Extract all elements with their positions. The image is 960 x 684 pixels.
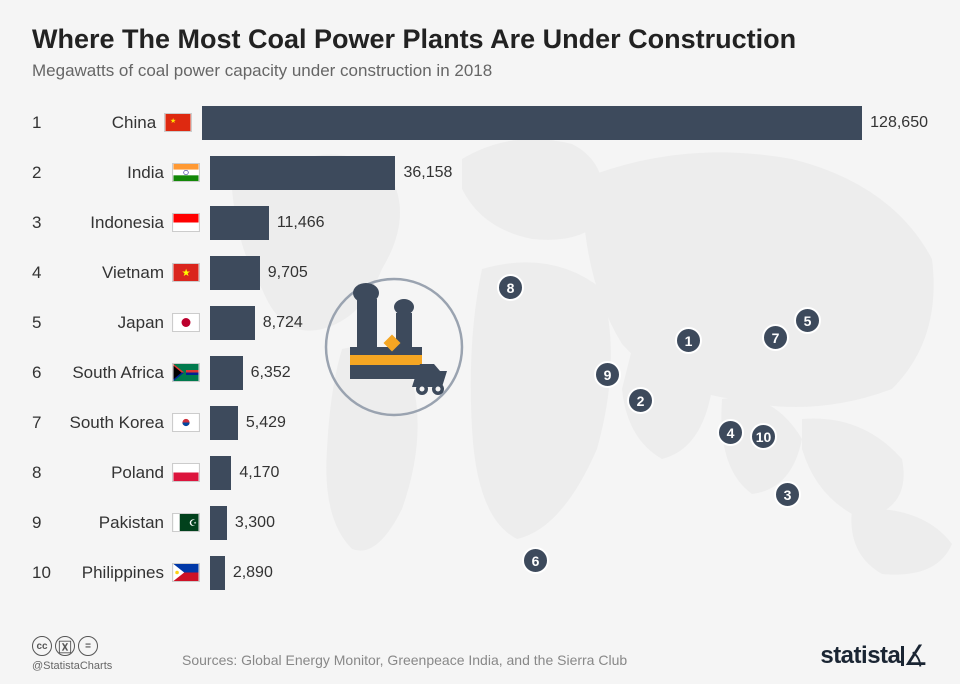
bar-wrap: 5,429 — [210, 406, 928, 440]
twitter-handle: @StatistaCharts — [32, 660, 112, 672]
map-marker: 9 — [594, 361, 621, 388]
flag-icon — [172, 313, 200, 332]
bar — [210, 206, 269, 240]
rank-number: 6 — [32, 363, 60, 383]
rank-number: 4 — [32, 263, 60, 283]
map-marker: 2 — [627, 387, 654, 414]
rank-number: 9 — [32, 513, 60, 533]
bar-row: 2 India 36,158 — [32, 149, 928, 196]
bar-value: 2,890 — [233, 564, 273, 582]
rank-number: 1 — [32, 113, 58, 133]
rank-number: 8 — [32, 463, 60, 483]
country-label: Japan — [60, 313, 172, 333]
flag-icon — [172, 363, 200, 382]
bar-row: 10 Philippines 2,890 — [32, 549, 928, 596]
bar-row: 3 Indonesia 11,466 — [32, 199, 928, 246]
bar-value: 128,650 — [870, 114, 928, 132]
chart-title: Where The Most Coal Power Plants Are Und… — [32, 24, 928, 55]
bar-wrap: 6,352 — [210, 356, 928, 390]
flag-icon: ★ — [172, 263, 200, 282]
bar-value: 11,466 — [277, 214, 325, 232]
rank-number: 7 — [32, 413, 60, 433]
bar — [210, 406, 238, 440]
bar-value: 4,170 — [239, 464, 279, 482]
map-marker: 8 — [497, 274, 524, 301]
bar — [210, 306, 255, 340]
map-marker: 4 — [717, 419, 744, 446]
country-label: South Africa — [60, 363, 172, 383]
map-marker: 1 — [675, 327, 702, 354]
cc-icon: cc — [32, 636, 52, 656]
bar-row: 6 South Africa 6,352 — [32, 349, 928, 396]
rank-number: 3 — [32, 213, 60, 233]
bar-value: 5,429 — [246, 414, 286, 432]
bar-value: 6,352 — [251, 364, 291, 382]
cc-license-icons: cc 🅇 = — [32, 636, 112, 656]
rank-number: 5 — [32, 313, 60, 333]
bar-row: 1 China ★ 128,650 — [32, 99, 928, 146]
map-marker: 6 — [522, 547, 549, 574]
sources-text: Sources: Global Energy Monitor, Greenpea… — [182, 652, 627, 668]
flag-icon — [172, 163, 200, 182]
bar-wrap: 36,158 — [210, 156, 928, 190]
bar-wrap: 4,170 — [210, 456, 928, 490]
flag-icon: ★ — [164, 113, 192, 132]
rank-number: 10 — [32, 563, 60, 583]
bar — [210, 356, 243, 390]
bar — [210, 556, 225, 590]
bar — [210, 156, 395, 190]
bar-wrap: 11,466 — [210, 206, 928, 240]
country-label: China — [58, 113, 164, 133]
map-marker: 7 — [762, 324, 789, 351]
bar-row: 7 South Korea 5,429 — [32, 399, 928, 446]
bar-wrap: 128,650 — [202, 106, 928, 140]
bar — [210, 256, 260, 290]
bar-value: 3,300 — [235, 514, 275, 532]
bar — [210, 506, 227, 540]
bar-row: 4 Vietnam ★ 9,705 — [32, 249, 928, 296]
chart-subtitle: Megawatts of coal power capacity under c… — [32, 61, 928, 81]
flag-icon — [172, 463, 200, 482]
country-label: Philippines — [60, 563, 172, 583]
flag-icon: ☪ — [172, 513, 200, 532]
map-marker: 3 — [774, 481, 801, 508]
svg-text:☪: ☪ — [189, 518, 197, 528]
map-marker: 10 — [750, 423, 777, 450]
bar-wrap: 9,705 — [210, 256, 928, 290]
bar-value: 8,724 — [263, 314, 303, 332]
bar-wrap: 3,300 — [210, 506, 928, 540]
chart-area: 1 China ★ 128,650 2 India 36,158 3 Indon… — [32, 99, 928, 599]
country-label: Poland — [60, 463, 172, 483]
svg-text:★: ★ — [182, 268, 191, 279]
svg-text:★: ★ — [170, 117, 176, 125]
bar-value: 9,705 — [268, 264, 308, 282]
footer: cc 🅇 = @StatistaCharts Sources: Global E… — [32, 636, 928, 672]
bar — [210, 456, 231, 490]
cc-by-icon: 🅇 — [55, 636, 75, 656]
map-marker: 5 — [794, 307, 821, 334]
bar — [202, 106, 862, 140]
cc-nd-icon: = — [78, 636, 98, 656]
country-label: Pakistan — [60, 513, 172, 533]
flag-icon — [172, 413, 200, 432]
bar-value: 36,158 — [403, 164, 452, 182]
flag-icon — [172, 213, 200, 232]
bar-rows: 1 China ★ 128,650 2 India 36,158 3 Indon… — [32, 99, 928, 596]
rank-number: 2 — [32, 163, 60, 183]
country-label: Indonesia — [60, 213, 172, 233]
statista-logo: statista∡ — [820, 639, 928, 672]
country-label: Vietnam — [60, 263, 172, 283]
flag-icon — [172, 563, 200, 582]
country-label: India — [60, 163, 172, 183]
bar-wrap: 2,890 — [210, 556, 928, 590]
country-label: South Korea — [60, 413, 172, 433]
